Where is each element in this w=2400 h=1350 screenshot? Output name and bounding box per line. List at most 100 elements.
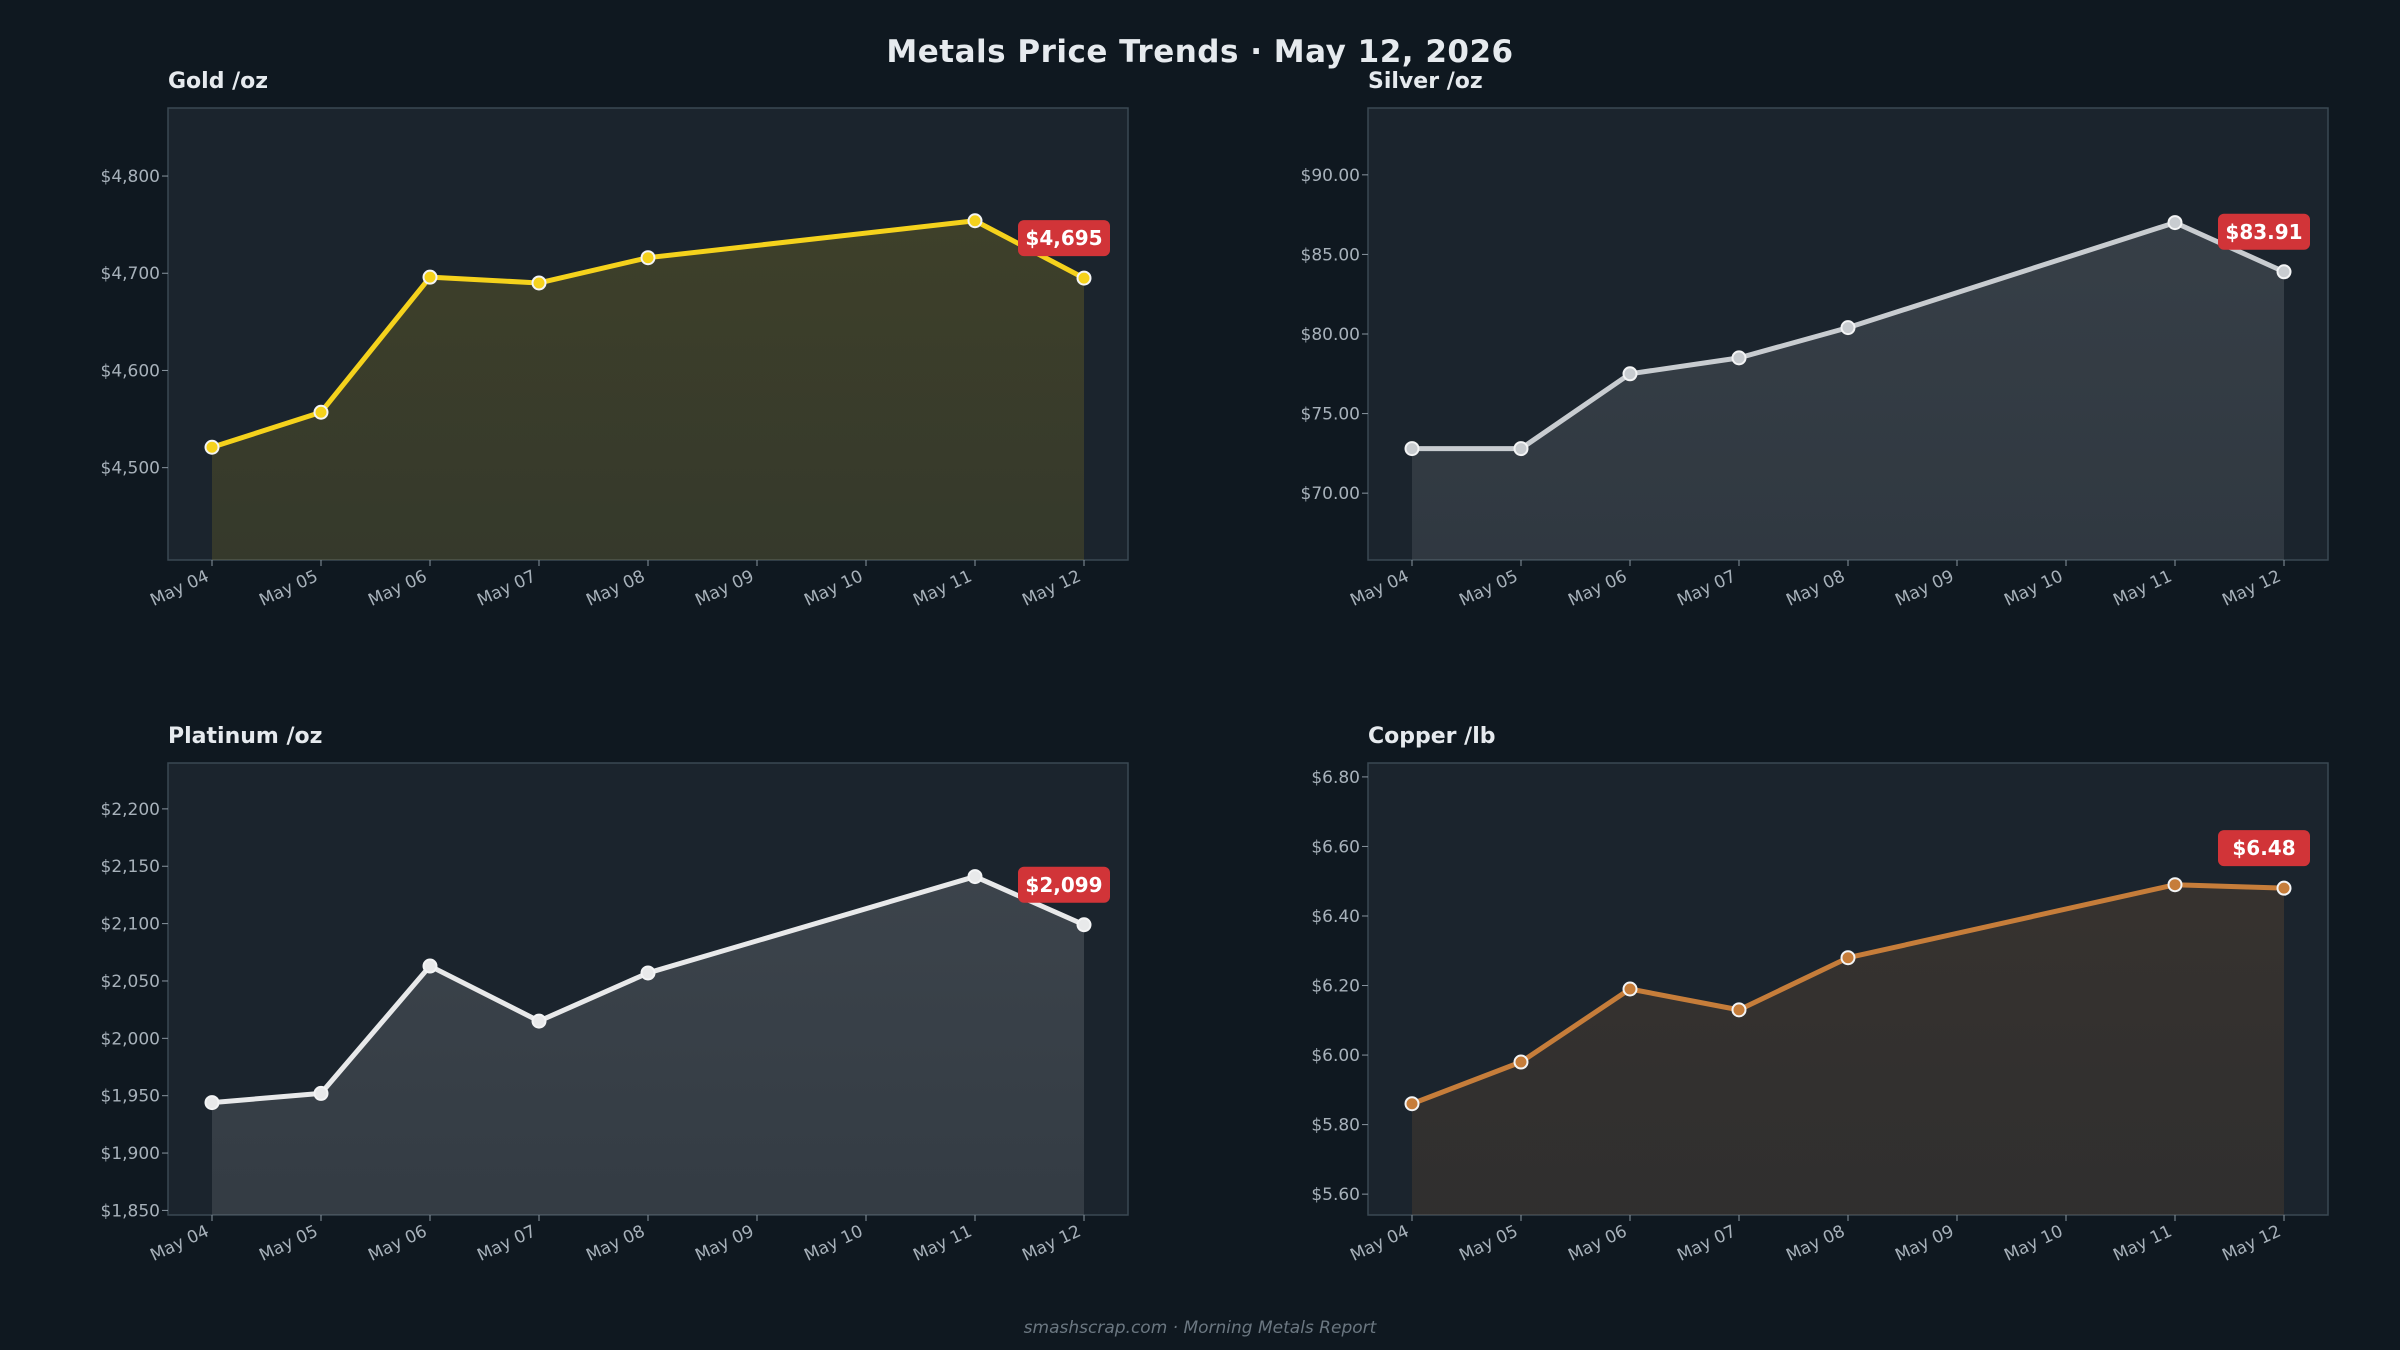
y-tick-label: $1,950 — [101, 1087, 160, 1107]
last-value-badge — [1018, 866, 1110, 903]
last-value-badge — [2218, 213, 2310, 250]
x-tick-label: May 09 — [1892, 1221, 1957, 1265]
x-tick-label: May 10 — [2001, 566, 2066, 610]
x-tick-label: May 08 — [583, 1221, 648, 1265]
x-tick-label: May 07 — [474, 1221, 539, 1265]
x-tick-label: May 11 — [910, 1221, 975, 1265]
x-tick-label: May 08 — [1783, 1221, 1848, 1265]
x-tick-label: May 04 — [1347, 1221, 1412, 1265]
x-tick-label: May 10 — [801, 566, 866, 610]
data-point — [640, 250, 656, 266]
data-point — [1840, 320, 1856, 336]
x-tick-label: May 10 — [801, 1221, 866, 1265]
data-point — [313, 1085, 329, 1101]
x-tick-label: May 05 — [256, 1221, 321, 1265]
data-point — [1731, 350, 1747, 366]
data-point — [204, 1095, 220, 1111]
x-tick-label: May 09 — [692, 566, 757, 610]
x-tick-label: May 05 — [256, 566, 321, 610]
x-tick-label: May 06 — [365, 566, 430, 610]
x-tick-label: May 12 — [1019, 1221, 1084, 1265]
series-area — [212, 220, 1084, 560]
data-point — [2167, 215, 2183, 231]
data-point — [204, 439, 220, 455]
x-tick-label: May 05 — [1456, 566, 1521, 610]
x-tick-label: May 12 — [1019, 566, 1084, 610]
x-tick-label: May 05 — [1456, 1221, 1521, 1265]
y-tick-label: $2,050 — [101, 972, 160, 992]
y-tick-label: $2,100 — [101, 915, 160, 935]
last-value-label: $6.48 — [2232, 836, 2295, 860]
x-tick-label: May 04 — [147, 1221, 212, 1265]
series-area — [1412, 222, 2284, 560]
data-point — [1622, 981, 1638, 997]
y-tick-label: $70.00 — [1301, 484, 1360, 504]
data-point — [2276, 264, 2292, 280]
data-point — [422, 269, 438, 285]
x-tick-label: May 11 — [2110, 1221, 2175, 1265]
y-tick-label: $4,600 — [101, 361, 160, 381]
last-value-label: $4,695 — [1025, 226, 1102, 250]
last-value-label: $83.91 — [2225, 220, 2302, 244]
data-point — [2276, 880, 2292, 896]
data-point — [422, 958, 438, 974]
y-tick-label: $4,700 — [101, 264, 160, 284]
data-point — [313, 404, 329, 420]
data-point — [531, 1013, 547, 1029]
x-tick-label: May 06 — [1565, 566, 1630, 610]
data-point — [640, 965, 656, 981]
x-tick-label: May 09 — [692, 1221, 757, 1265]
y-tick-label: $90.00 — [1301, 166, 1360, 186]
chart-title: Gold /oz — [168, 69, 268, 94]
x-tick-label: May 06 — [365, 1221, 430, 1265]
chart-panel-0: Gold /oz $4,500 $4,600 $4,700 $4,800 May 04 Ma… — [101, 69, 1129, 611]
x-tick-label: May 12 — [2219, 1221, 2284, 1265]
chart-title: Platinum /oz — [168, 724, 322, 749]
y-tick-label: $80.00 — [1301, 325, 1360, 345]
x-tick-label: May 04 — [147, 566, 212, 610]
y-tick-label: $2,150 — [101, 857, 160, 877]
y-tick-label: $75.00 — [1301, 405, 1360, 425]
x-tick-label: May 11 — [910, 566, 975, 610]
last-value-badge — [2218, 830, 2310, 867]
data-point — [1622, 366, 1638, 382]
x-tick-label: May 07 — [474, 566, 539, 610]
series-area — [1412, 884, 2284, 1215]
y-tick-label: $6.20 — [1311, 977, 1360, 997]
last-value-label: $2,099 — [1025, 873, 1102, 897]
data-point — [1076, 270, 1092, 286]
y-tick-label: $1,850 — [101, 1201, 160, 1221]
x-tick-label: May 06 — [1565, 1221, 1630, 1265]
x-tick-label: May 07 — [1674, 1221, 1739, 1265]
x-tick-label: May 07 — [1674, 566, 1739, 610]
y-tick-label: $4,500 — [101, 459, 160, 479]
y-tick-label: $2,000 — [101, 1029, 160, 1049]
data-point — [967, 213, 983, 229]
x-tick-label: May 08 — [583, 566, 648, 610]
y-tick-label: $4,800 — [101, 167, 160, 187]
data-point — [531, 275, 547, 291]
data-point — [2167, 877, 2183, 893]
series-area — [212, 876, 1084, 1215]
y-tick-label: $5.60 — [1311, 1185, 1360, 1205]
data-point — [1513, 441, 1529, 457]
y-tick-label: $5.80 — [1311, 1116, 1360, 1136]
x-tick-label: May 11 — [2110, 566, 2175, 610]
y-tick-label: $1,900 — [101, 1144, 160, 1164]
data-point — [1404, 441, 1420, 457]
x-tick-label: May 12 — [2219, 566, 2284, 610]
y-tick-label: $2,200 — [101, 800, 160, 820]
footer-credit: smashscrap.com · Morning Metals Report — [1023, 1318, 1377, 1338]
data-point — [1404, 1096, 1420, 1112]
data-point — [1731, 1002, 1747, 1018]
x-tick-label: May 09 — [1892, 566, 1957, 610]
y-tick-label: $6.00 — [1311, 1046, 1360, 1066]
y-tick-label: $6.60 — [1311, 837, 1360, 857]
y-tick-label: $6.80 — [1311, 768, 1360, 788]
data-point — [1513, 1054, 1529, 1070]
chart-panel-3: Copper /lb $5.60 $5.80 $6.00 $6.20 $6.40 $6.60… — [1311, 724, 2329, 1266]
data-point — [967, 869, 983, 885]
chart-panel-1: Silver /oz $70.00 $75.00 $80.00 $85.00 $90.00… — [1301, 69, 2329, 611]
chart-title: Silver /oz — [1368, 69, 1483, 94]
